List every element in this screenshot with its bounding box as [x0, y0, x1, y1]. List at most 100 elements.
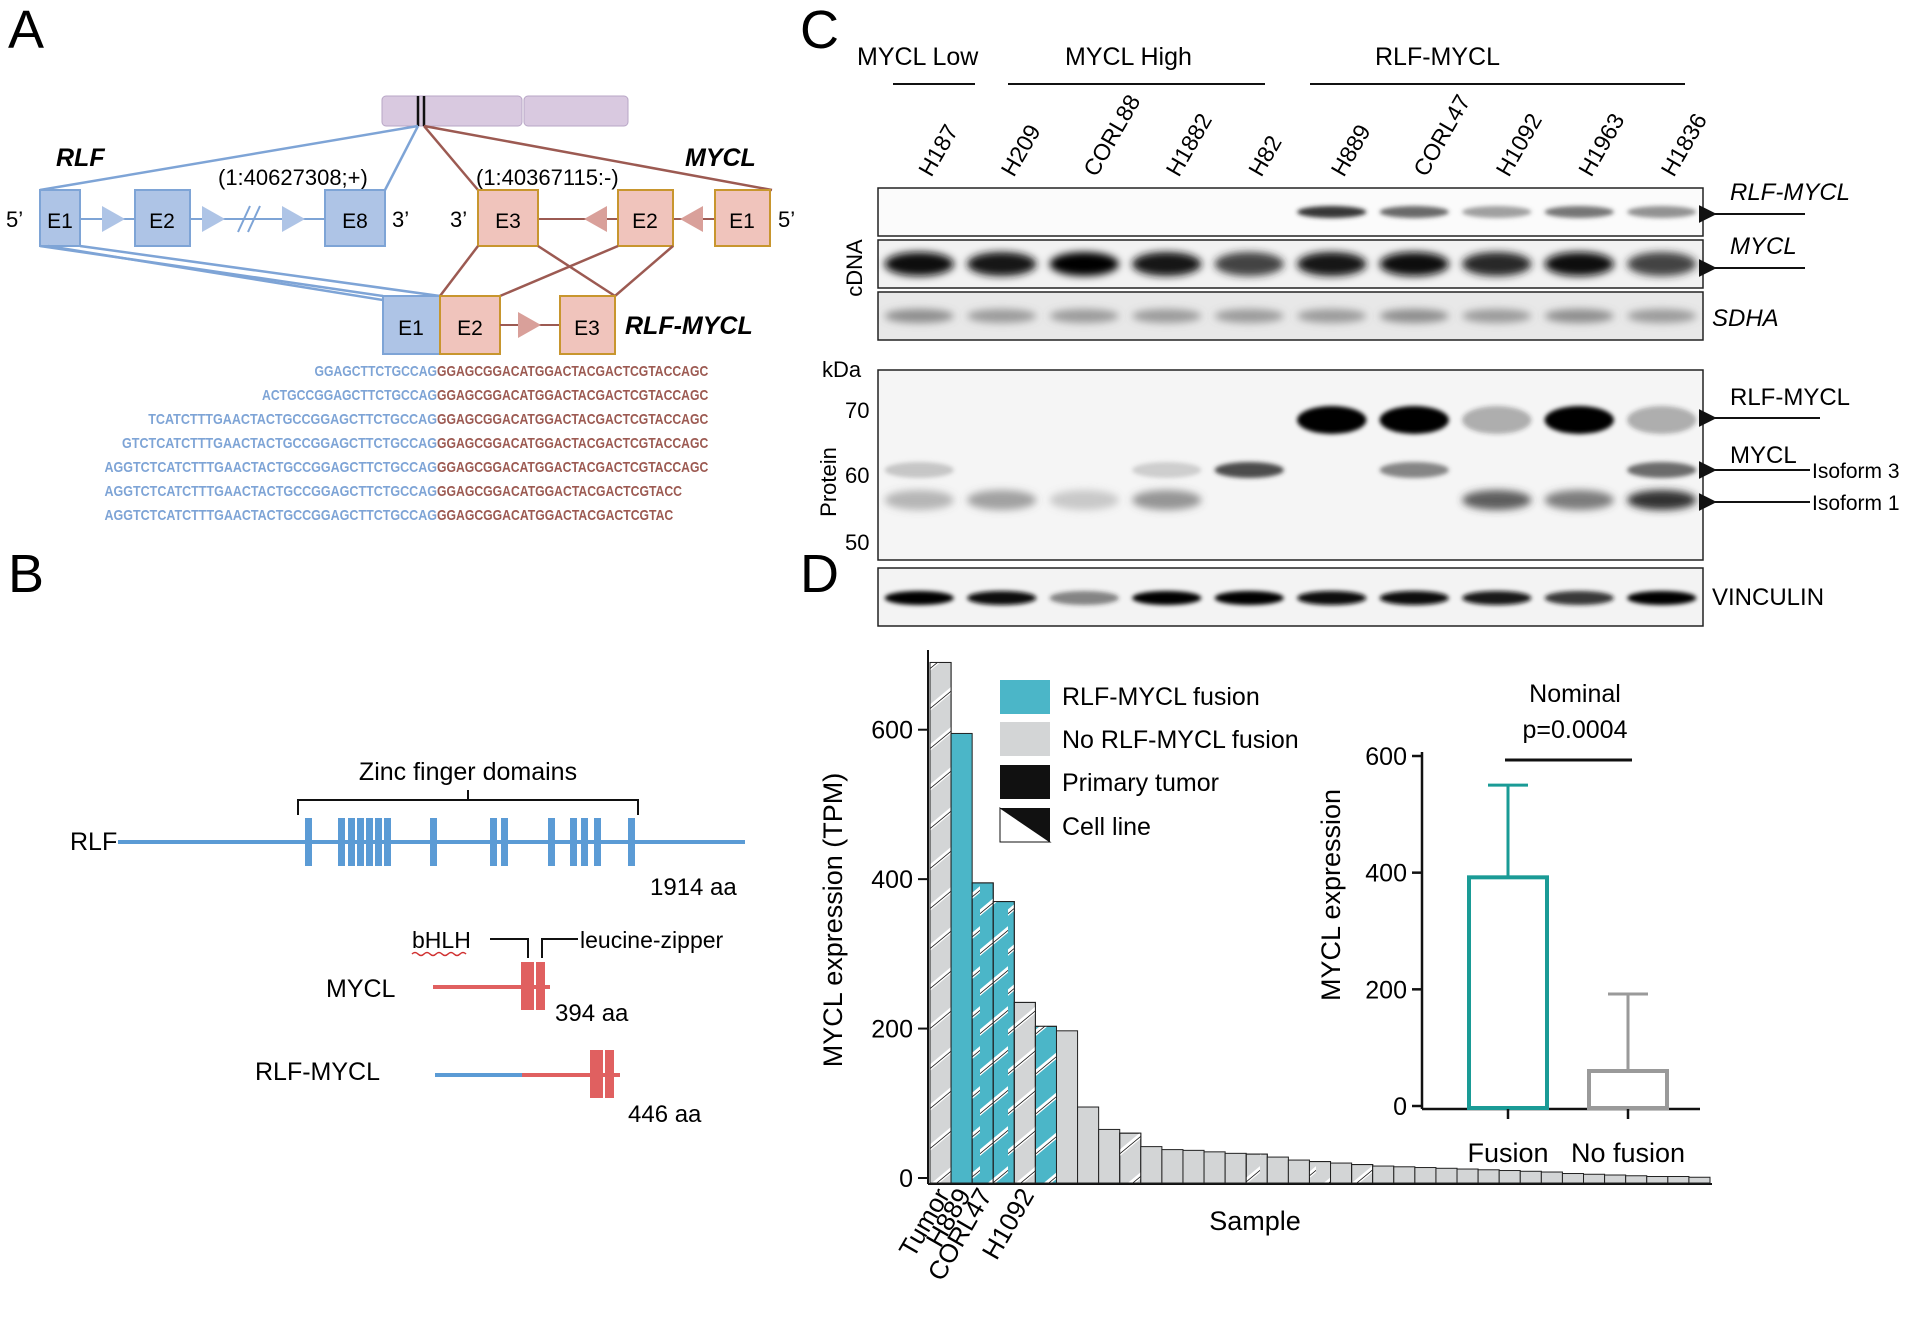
blot-band: [1214, 309, 1284, 323]
main-bar: [1498, 1170, 1521, 1184]
main-bar: [1435, 1167, 1458, 1184]
blot-band: [1627, 406, 1697, 434]
kda-tick-50: 50: [845, 530, 869, 555]
main-y-tick-label: 600: [871, 717, 913, 745]
kda-label: kDa: [822, 357, 862, 382]
fusion-length: 446 aa: [628, 1101, 702, 1128]
mycl-protein-label: MYCL: [326, 975, 396, 1003]
main-bar: [1077, 1106, 1100, 1184]
zinc-finger-domain: [570, 818, 577, 866]
blot-band: [1379, 309, 1449, 323]
group-label-fusion: RLF-MYCL: [1375, 43, 1500, 71]
blot-band: [884, 309, 954, 323]
legend: RLF-MYCL fusion No RLF-MYCL fusion Prima…: [999, 680, 1299, 843]
blot-band: [1297, 591, 1367, 605]
sequence-mycl-part: GGAGCGGACATGGACTACGACTCGTACCAGC: [437, 412, 709, 428]
inset-y-tick-label: 400: [1365, 860, 1407, 888]
rlf-intron-arrow: [102, 206, 125, 232]
fusion-gene-label: RLF-MYCL: [625, 312, 753, 340]
main-bar: [1561, 1173, 1585, 1184]
main-bar: [1456, 1168, 1479, 1184]
lane-label: H209: [996, 120, 1046, 181]
panel-d-inset-chart: Nominal p=0.0004 MYCL expression 0 200 400…: [1316, 680, 1700, 1168]
blot-band: [1627, 462, 1697, 478]
label-prot-mycl: MYCL: [1730, 442, 1797, 469]
blot-band: [1132, 490, 1202, 510]
inset-y-tick-label: 200: [1365, 976, 1407, 1004]
blot-band: [1627, 252, 1697, 276]
legend-swatch-tumor: [1000, 765, 1050, 799]
label-isoform1: Isoform 1: [1812, 492, 1900, 515]
panel-letter-c: C: [800, 0, 839, 60]
sequence-rlf-part: GGAGCTTCTGCCAG: [315, 364, 438, 380]
blot-band: [1379, 591, 1449, 605]
main-bar: [1266, 1156, 1289, 1184]
leucine-zipper-label: leucine-zipper: [580, 927, 724, 953]
mycl-length: 394 aa: [555, 1000, 629, 1027]
lane-label: H82: [1243, 131, 1287, 181]
zinc-finger-bracket: [297, 790, 639, 815]
main-bar: [1414, 1167, 1437, 1184]
protein-axis-label: Protein: [816, 447, 841, 517]
mycl-exon-e2-label: E2: [632, 210, 658, 233]
blot-band: [1462, 591, 1532, 605]
mycl-bhlh-domain: [521, 962, 534, 1010]
label-cdna-sdha: SDHA: [1712, 305, 1779, 332]
main-bar: [1161, 1149, 1184, 1184]
fusion-intron-arrow: [518, 312, 541, 338]
label-cdna-mycl: MYCL: [1730, 233, 1797, 260]
mycl-exon-e3-label: E3: [495, 210, 521, 233]
blot-band: [1049, 591, 1119, 605]
mycl-coordinate: (1:40367115:-): [476, 165, 619, 190]
blot-band: [1297, 309, 1367, 323]
blot-band: [1214, 252, 1284, 276]
protein-bands: [884, 406, 1697, 510]
main-bar: [1330, 1162, 1353, 1184]
blot-band: [1379, 462, 1449, 478]
group-label-low: MYCL Low: [857, 43, 979, 71]
label-prot-fusion: RLF-MYCL: [1730, 384, 1850, 411]
rlf-3prime: 3’: [392, 207, 409, 232]
main-bar: [1393, 1166, 1416, 1184]
blot-protein: [877, 369, 1704, 561]
main-bar-hatch: [1308, 1161, 1332, 1184]
fusion-exon-e1-label: E1: [398, 317, 424, 340]
blot-band: [1132, 591, 1202, 605]
main-bar: [1098, 1128, 1121, 1184]
mycl-exon-e1-label: E1: [729, 210, 755, 233]
sequence-mycl-part: GGAGCGGACATGGACTACGACTCGTACCAGC: [437, 388, 709, 404]
blot-band: [1544, 406, 1614, 434]
blot-band: [884, 490, 954, 510]
sequence-mycl-part: GGAGCGGACATGGACTACGACTCGTACCAGC: [437, 364, 709, 380]
rlf-intron-arrow: [202, 206, 225, 232]
mycl-5prime: 5’: [778, 207, 795, 232]
main-bar: [1540, 1171, 1563, 1184]
label-cdna-fusion: RLF-MYCL: [1730, 179, 1850, 206]
blot-band: [1379, 206, 1449, 218]
main-bar-hatch: [992, 901, 1015, 1184]
blot-band: [967, 490, 1037, 510]
main-bar: [1519, 1170, 1542, 1184]
blot-band: [1462, 206, 1532, 218]
fusion-exon-e1: [382, 295, 441, 355]
blot-band: [1544, 252, 1614, 276]
sequence-mycl-part: GGAGCGGACATGGACTACGACTCGTAC: [437, 508, 674, 524]
main-bar-hatch: [1245, 1153, 1268, 1184]
blot-band: [1214, 462, 1284, 478]
sequence-rlf-part: ACTGCCGGAGCTTCTGCCAG: [262, 388, 437, 404]
panel-d-main-chart: MYCL expression (TPM) 0 200 400 600 TumorH8…: [818, 650, 1712, 1286]
legend-nofusion: No RLF-MYCL fusion: [1062, 726, 1299, 754]
vinculin-bands: [884, 591, 1697, 605]
main-bar-hatch: [971, 882, 994, 1184]
inset-bar: [1467, 875, 1549, 1110]
blot-band: [1214, 591, 1284, 605]
rlf-gene-label: RLF: [56, 144, 105, 172]
chromosome-segment-right: [523, 95, 629, 127]
blot-band: [1544, 309, 1614, 323]
zinc-finger-domains: [305, 818, 635, 866]
junction-sequences: GGAGCTTCTGCCAG GGAGCGGACATGGACTACGACTCGTA…: [105, 364, 709, 524]
blot-band: [1627, 309, 1697, 323]
blot-band: [1379, 406, 1449, 434]
